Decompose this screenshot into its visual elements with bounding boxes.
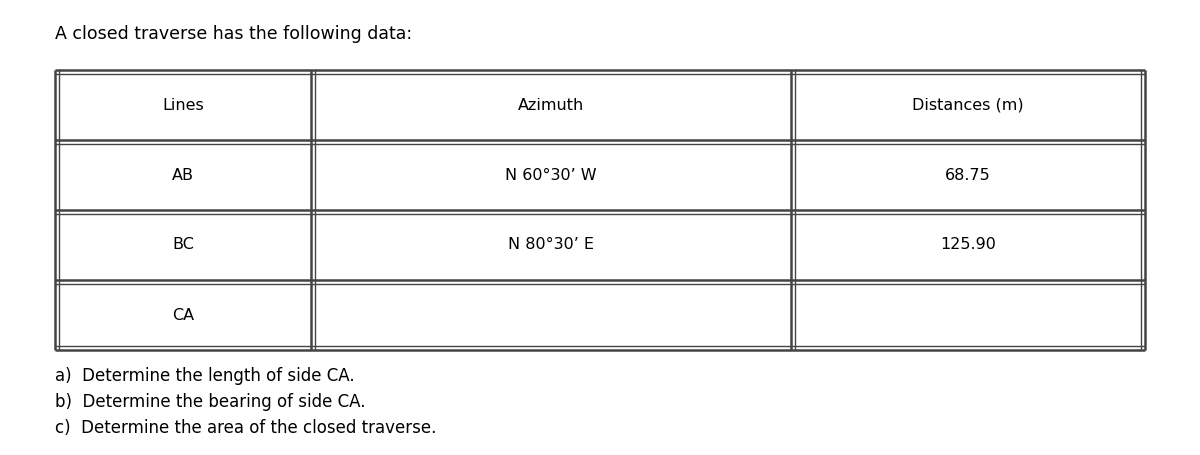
Text: N 60°30’ W: N 60°30’ W <box>505 167 596 182</box>
Text: Azimuth: Azimuth <box>518 97 584 112</box>
Text: Distances (m): Distances (m) <box>912 97 1024 112</box>
Text: 125.90: 125.90 <box>940 238 996 253</box>
Text: c)  Determine the area of the closed traverse.: c) Determine the area of the closed trav… <box>55 419 437 437</box>
Text: Lines: Lines <box>162 97 204 112</box>
Text: A closed traverse has the following data:: A closed traverse has the following data… <box>55 25 412 43</box>
Text: a)  Determine the length of side CA.: a) Determine the length of side CA. <box>55 367 355 385</box>
Text: 68.75: 68.75 <box>946 167 991 182</box>
Text: AB: AB <box>172 167 194 182</box>
Text: BC: BC <box>172 238 194 253</box>
Text: b)  Determine the bearing of side CA.: b) Determine the bearing of side CA. <box>55 393 366 411</box>
Text: CA: CA <box>172 308 194 323</box>
Text: N 80°30’ E: N 80°30’ E <box>508 238 594 253</box>
